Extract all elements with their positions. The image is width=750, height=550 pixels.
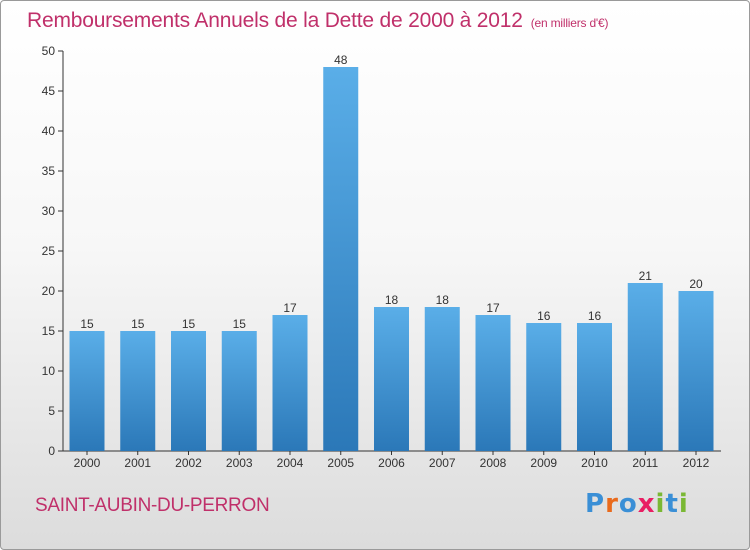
x-tick-label-2003: 2003 (226, 456, 253, 470)
x-tick-label-2011: 2011 (632, 456, 658, 470)
data-label-2002: 15 (182, 317, 196, 331)
logo-letter: r (605, 489, 619, 519)
bar-2003 (221, 331, 257, 451)
x-tick-label-2007: 2007 (429, 456, 456, 470)
y-tick-label: 50 (42, 44, 56, 58)
bar-2007 (424, 307, 460, 451)
x-tick-label-2001: 2001 (124, 456, 151, 470)
plot-area: 0 5 10 15 20 25 30 35 40 45 50 15 2000 15 2001 15 2002 15… (42, 44, 721, 470)
x-tick-label-2012: 2012 (683, 456, 710, 470)
x-tick-label-2000: 2000 (74, 456, 101, 470)
x-tick-label-2005: 2005 (327, 456, 354, 470)
logo-letter: x (637, 489, 656, 519)
data-label-2003: 15 (233, 317, 247, 331)
y-tick-label: 40 (42, 124, 56, 138)
data-label-2009: 16 (537, 309, 551, 323)
data-label-2011: 21 (639, 269, 653, 283)
y-tick-label: 10 (42, 364, 56, 378)
y-tick-label: 45 (42, 84, 56, 98)
y-tick-label: 25 (42, 244, 56, 258)
bar-2001 (120, 331, 156, 451)
x-tick-label-2008: 2008 (480, 456, 507, 470)
x-tick-label-2009: 2009 (530, 456, 557, 470)
y-tick-label: 5 (48, 404, 55, 418)
proxiti-logo: Proxiti (585, 489, 689, 519)
logo-letter: i (655, 489, 666, 519)
chart-title-text: Remboursements Annuels de la Dette de 20… (27, 9, 523, 32)
data-label-2012: 20 (689, 277, 703, 291)
y-tick-label: 30 (42, 204, 56, 218)
bar-2012 (678, 291, 714, 451)
data-label-2010: 16 (588, 309, 602, 323)
data-label-2008: 17 (486, 301, 500, 315)
data-label-2007: 18 (436, 293, 450, 307)
bar-2011 (627, 283, 663, 451)
y-tick-label: 35 (42, 164, 56, 178)
bar-2008 (475, 315, 511, 451)
logo-letter: o (618, 489, 638, 519)
bar-2010 (577, 323, 612, 451)
bar-2009 (526, 323, 562, 451)
chart-subtitle: (en milliers d'€) (530, 16, 609, 30)
y-tick-label: 15 (42, 324, 56, 338)
y-tick-label: 0 (48, 444, 55, 458)
bar-2004 (272, 315, 308, 451)
bar-2005 (323, 67, 359, 451)
y-tick-label: 20 (42, 284, 56, 298)
data-label-2000: 15 (80, 317, 94, 331)
x-tick-label-2004: 2004 (277, 456, 304, 470)
data-label-2006: 18 (385, 293, 399, 307)
bar-2002 (171, 331, 206, 451)
logo-letter: t (665, 489, 679, 519)
commune-name: SAINT-AUBIN-DU-PERRON (35, 495, 270, 516)
bar-2006 (374, 307, 409, 451)
data-label-2004: 17 (283, 301, 297, 315)
x-tick-label-2002: 2002 (175, 456, 202, 470)
chart-title: Remboursements Annuels de la Dette de 20… (27, 9, 608, 33)
x-tick-label-2010: 2010 (581, 456, 608, 470)
data-label-2001: 15 (131, 317, 145, 331)
bar-2000 (69, 331, 105, 451)
data-label-2005: 48 (334, 53, 348, 67)
x-tick-label-2006: 2006 (378, 456, 405, 470)
logo-letter: i (678, 489, 689, 519)
logo-letter: P (585, 489, 606, 519)
